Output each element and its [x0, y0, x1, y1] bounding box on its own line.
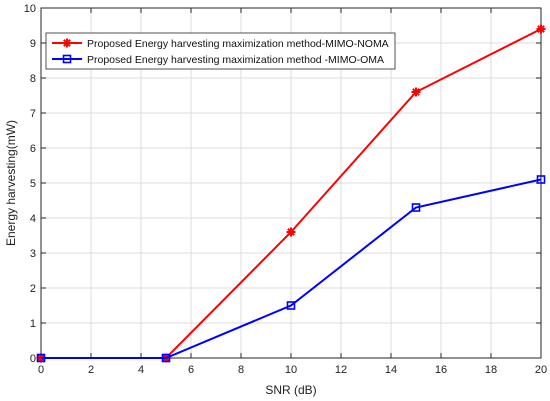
y-axis-label: Energy harvesting(mW) [4, 120, 18, 246]
data-point-series-2 [161, 353, 171, 363]
y-tick-label: 2 [30, 283, 36, 295]
data-point-series-2 [411, 203, 421, 212]
x-tick-label: 6 [188, 364, 194, 376]
legend-box [45, 32, 396, 70]
y-tick-label: 0 [30, 353, 36, 365]
y-tick-label: 6 [30, 143, 36, 155]
legend-entry-label: Proposed Energy harvesting maximization … [87, 38, 389, 50]
x-tick-label: 18 [485, 364, 497, 376]
x-tick-label: 10 [285, 364, 297, 376]
y-tick-label: 8 [30, 73, 36, 85]
x-tick-label: 2 [88, 364, 94, 376]
legend: Proposed Energy harvesting maximization … [45, 32, 396, 70]
x-tick-label: 14 [385, 364, 397, 376]
y-tick-label: 7 [30, 108, 36, 120]
series-group [36, 24, 546, 363]
y-tick-label: 4 [30, 213, 36, 225]
y-tick-label: 5 [30, 178, 36, 190]
data-point-series-2 [36, 353, 46, 363]
data-point-series-1 [536, 24, 546, 34]
series-line-2 [41, 178, 542, 359]
x-tick-label: 0 [38, 364, 44, 376]
x-tick-label: 20 [535, 364, 547, 376]
data-point-series-1 [286, 227, 296, 237]
x-tick-label: 8 [238, 364, 244, 376]
y-tick-label: 9 [30, 38, 36, 50]
legend-marker [62, 38, 72, 48]
legend-entry-label: Proposed Energy harvesting maximization … [87, 54, 384, 66]
x-axis-label: SNR (dB) [265, 383, 316, 397]
data-point-series-1 [411, 87, 421, 97]
x-tick-label: 4 [138, 364, 144, 376]
y-tick-label: 10 [24, 3, 36, 15]
x-tick-label: 12 [335, 364, 347, 376]
y-tick-label: 3 [30, 248, 36, 260]
y-tick-label: 1 [30, 318, 36, 330]
data-point-series-2 [536, 175, 546, 184]
legend-marker [62, 54, 72, 64]
x-tick-label: 16 [435, 364, 447, 376]
data-point-series-2 [286, 301, 296, 310]
